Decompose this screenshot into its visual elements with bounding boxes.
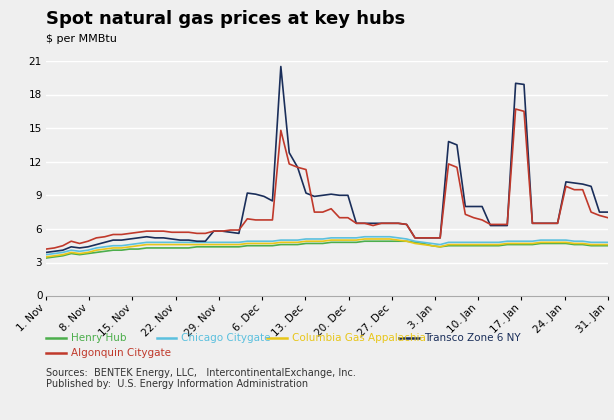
Transco Zone 6 NY <box>378 221 385 226</box>
Transco Zone 6 NY <box>604 210 612 215</box>
Henry Hub <box>554 241 561 246</box>
Algonquin Citygate <box>277 128 284 133</box>
Chicago Citygate <box>42 252 50 257</box>
Text: $ per MMBtu: $ per MMBtu <box>46 34 117 45</box>
Columbia Gas Appalachia <box>378 236 385 241</box>
Line: Columbia Gas Appalachia: Columbia Gas Appalachia <box>46 239 608 257</box>
Transco Zone 6 NY <box>177 238 184 243</box>
Text: Henry Hub: Henry Hub <box>71 333 126 343</box>
Algonquin Citygate <box>604 215 612 220</box>
Columbia Gas Appalachia <box>604 242 612 247</box>
Text: Chicago Citygate: Chicago Citygate <box>181 333 271 343</box>
Chicago Citygate <box>370 234 377 239</box>
Algonquin Citygate <box>42 247 50 252</box>
Henry Hub <box>361 239 368 244</box>
Text: Algonquin Citygate: Algonquin Citygate <box>71 348 171 358</box>
Henry Hub <box>378 239 385 244</box>
Algonquin Citygate <box>554 221 561 226</box>
Transco Zone 6 NY <box>277 64 284 69</box>
Henry Hub <box>370 239 377 244</box>
Henry Hub <box>168 245 176 250</box>
Algonquin Citygate <box>177 230 184 235</box>
Henry Hub <box>177 245 184 250</box>
Text: 0: 0 <box>36 291 43 301</box>
Henry Hub <box>277 242 284 247</box>
Transco Zone 6 NY <box>168 236 176 241</box>
Henry Hub <box>604 243 612 248</box>
Chicago Citygate <box>378 234 385 239</box>
Transco Zone 6 NY <box>370 221 377 226</box>
Text: Transco Zone 6 NY: Transco Zone 6 NY <box>424 333 520 343</box>
Columbia Gas Appalachia <box>168 242 176 247</box>
Columbia Gas Appalachia <box>554 240 561 245</box>
Algonquin Citygate <box>370 223 377 228</box>
Algonquin Citygate <box>361 221 368 226</box>
Algonquin Citygate <box>512 107 519 112</box>
Text: Spot natural gas prices at key hubs: Spot natural gas prices at key hubs <box>46 10 405 29</box>
Line: Transco Zone 6 NY: Transco Zone 6 NY <box>46 66 608 252</box>
Transco Zone 6 NY <box>42 250 50 255</box>
Columbia Gas Appalachia <box>370 236 377 241</box>
Text: Columbia Gas Appalachia: Columbia Gas Appalachia <box>292 333 426 343</box>
Chicago Citygate <box>177 240 184 245</box>
Columbia Gas Appalachia <box>177 242 184 247</box>
Text: Sources:  BENTEK Energy, LLC,   IntercontinentalExchange, Inc.
Published by:  U.: Sources: BENTEK Energy, LLC, Intercontin… <box>46 368 356 389</box>
Transco Zone 6 NY <box>286 150 293 155</box>
Transco Zone 6 NY <box>554 221 561 226</box>
Henry Hub <box>42 255 50 260</box>
Columbia Gas Appalachia <box>42 255 50 260</box>
Columbia Gas Appalachia <box>277 240 284 245</box>
Algonquin Citygate <box>168 230 176 235</box>
Line: Henry Hub: Henry Hub <box>46 241 608 258</box>
Chicago Citygate <box>168 240 176 245</box>
Line: Algonquin Citygate: Algonquin Citygate <box>46 109 608 249</box>
Chicago Citygate <box>361 234 368 239</box>
Columbia Gas Appalachia <box>361 236 368 241</box>
Chicago Citygate <box>277 238 284 243</box>
Chicago Citygate <box>554 238 561 243</box>
Line: Chicago Citygate: Chicago Citygate <box>46 237 608 255</box>
Chicago Citygate <box>604 240 612 245</box>
